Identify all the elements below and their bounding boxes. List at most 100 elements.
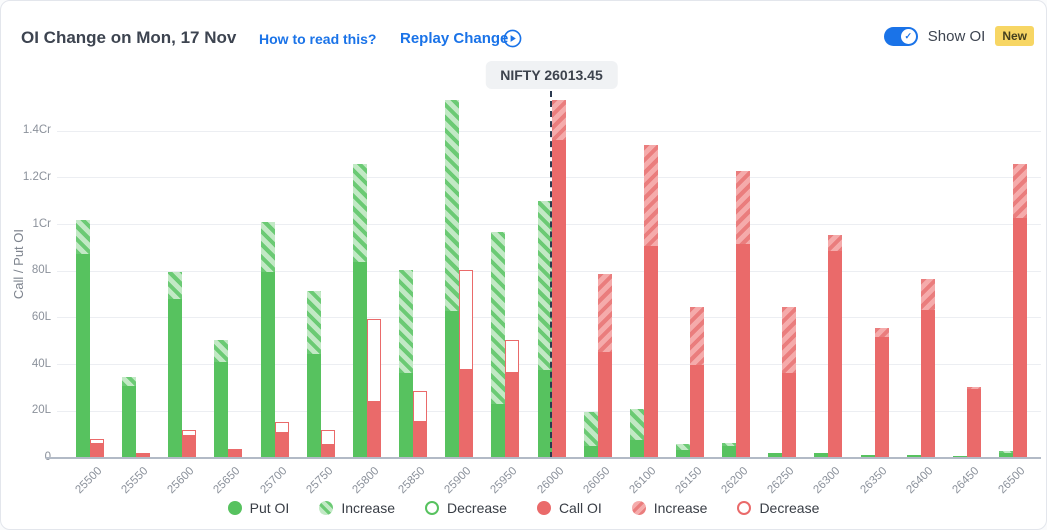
page-title: OI Change on Mon, 17 Nov [21,28,237,47]
call-bar-25800[interactable] [366,319,381,458]
call-solid-segment [228,451,243,458]
x-axis-line [46,457,1041,459]
call-solid-segment [689,364,704,458]
put-bar-26250[interactable] [768,453,783,458]
call-solid-segment [828,251,843,458]
increase-put-segment [629,408,644,441]
legend-item-call-decrease[interactable]: Decrease [737,500,819,516]
call-bar-25650[interactable] [228,448,243,458]
legend-label: Increase [653,500,708,516]
legend-label: Decrease [447,500,507,516]
call-bar-26100[interactable] [643,145,658,458]
put-bar-25550[interactable] [122,377,137,458]
decrease-call-segment [366,319,381,402]
call-solid-segment [874,336,889,458]
put-bar-25700[interactable] [260,222,275,458]
put-bar-25950[interactable] [491,231,506,458]
legend-item-put-oi[interactable]: Put OI [227,500,290,516]
show-oi-toggle[interactable]: ✓ [883,26,918,46]
put-solid-segment [860,454,875,458]
how-to-read-link[interactable]: How to read this? [259,31,377,47]
call-bar-25600[interactable] [182,429,197,458]
call-bar-25550[interactable] [136,453,151,458]
call-solid-segment [320,445,335,458]
put-solid-segment [906,454,921,458]
increase-put-segment [76,219,90,254]
legend-item-put-decrease[interactable]: Decrease [425,500,507,516]
legend-label: Put OI [249,500,290,516]
call-bar-26500[interactable] [1013,163,1027,458]
call-bar-25950[interactable] [505,340,520,458]
put-bar-25500[interactable] [76,219,90,458]
call-bar-25750[interactable] [320,429,335,458]
call-bar-26350[interactable] [874,328,889,458]
put-bar-25900[interactable] [445,99,460,458]
put-solid-segment [260,272,275,458]
decrease-call-segment [413,391,428,422]
call-solid-segment [136,453,151,458]
call-bar-26150[interactable] [689,307,704,458]
call-bar-26200[interactable] [736,170,751,458]
put-bar-25600[interactable] [168,272,183,458]
increase-put-segment [583,412,598,447]
put-solid-segment [722,446,737,458]
gridline-1.4Cr [57,130,1041,132]
put-bar-26100[interactable] [629,408,644,458]
increase-call-segment [1013,163,1027,218]
call-bar-26300[interactable] [828,235,843,458]
call-solid-segment [597,351,612,458]
put-bar-26000[interactable] [537,201,552,458]
put-bar-25800[interactable] [352,163,367,458]
decrease-call-segment [228,448,243,451]
put-bar-26450[interactable] [952,455,967,458]
put-bar-26200[interactable] [722,442,737,458]
call-solid-segment [736,244,751,458]
put-solid-segment [675,449,690,458]
call-bar-25850[interactable] [413,391,428,458]
y-tick-label: 0 [3,451,51,463]
call-solid-segment [413,421,428,458]
call-increase-swatch-icon [631,501,646,515]
put-solid-segment [583,446,598,458]
put-solid-segment [952,455,967,458]
call-bar-26250[interactable] [782,307,797,458]
put-bar-25650[interactable] [214,340,229,458]
put-bar-25750[interactable] [306,291,321,458]
call-bar-26050[interactable] [597,273,612,458]
call-bar-26000[interactable] [551,99,566,458]
y-tick-label: 1.4Cr [22,124,51,137]
increase-call-segment [736,170,751,245]
put-bar-26150[interactable] [675,444,690,458]
increase-put-segment [214,340,229,363]
call-bar-25700[interactable] [274,421,289,458]
put-solid-segment [814,453,829,458]
put-bar-26400[interactable] [906,454,921,458]
decrease-call-segment [459,270,474,371]
call-oi-swatch-icon [536,501,551,515]
increase-put-segment [399,270,414,373]
gridline-1.2Cr [57,177,1041,179]
put-bar-26500[interactable] [999,451,1013,458]
increase-put-segment [537,201,552,371]
put-bar-26350[interactable] [860,454,875,458]
legend-item-call-oi[interactable]: Call OI [536,500,602,516]
y-tick-label: 60L [31,310,51,323]
put-bar-26300[interactable] [814,453,829,458]
decrease-call-segment [274,421,289,434]
increase-call-segment [643,145,658,246]
call-bar-26450[interactable] [966,386,981,458]
call-bar-26400[interactable] [920,279,935,458]
replay-change-link[interactable]: Replay Change [400,30,509,47]
legend-item-call-increase[interactable]: Increase [631,500,708,516]
increase-call-segment [966,386,981,390]
put-bar-25850[interactable] [399,270,414,458]
put-solid-segment [352,261,367,458]
call-bar-25900[interactable] [459,270,474,458]
play-icon[interactable] [503,29,522,48]
legend-item-put-increase[interactable]: Increase [319,500,395,516]
increase-put-segment [260,222,275,273]
put-bar-26050[interactable] [583,412,598,458]
call-solid-segment [782,372,797,458]
put-solid-segment [999,453,1013,458]
call-bar-25500[interactable] [90,439,104,458]
